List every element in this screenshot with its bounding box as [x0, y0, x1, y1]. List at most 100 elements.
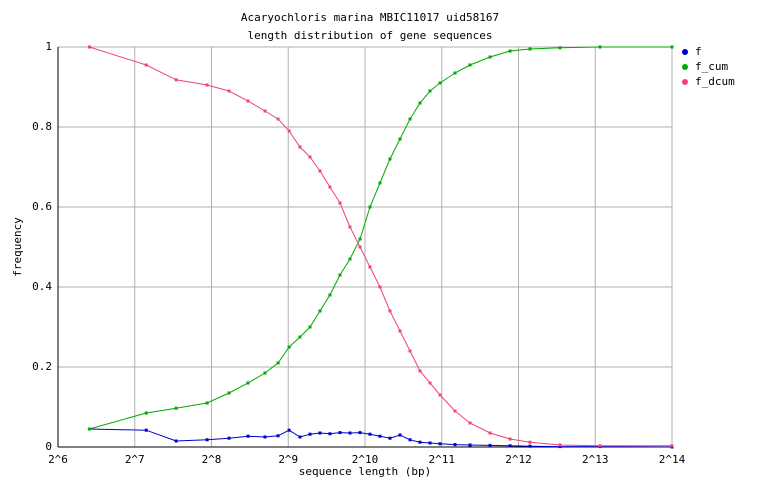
data-point	[398, 433, 402, 437]
data-point	[318, 309, 322, 313]
data-point	[408, 117, 412, 121]
data-point	[174, 78, 178, 82]
data-point	[388, 436, 392, 440]
data-point	[670, 444, 674, 448]
data-point	[276, 434, 280, 438]
data-point	[87, 427, 91, 431]
data-point	[205, 438, 209, 442]
data-point	[308, 432, 312, 436]
data-point	[328, 185, 332, 189]
data-point	[328, 293, 332, 297]
data-point	[318, 431, 322, 435]
data-point	[358, 245, 362, 249]
data-point	[418, 440, 422, 444]
data-point	[144, 428, 148, 432]
data-point	[205, 83, 209, 87]
data-point	[408, 438, 412, 442]
data-point	[227, 436, 231, 440]
data-point	[287, 129, 291, 133]
data-point	[418, 101, 422, 105]
data-point	[528, 444, 532, 448]
x-tick-label: 2^13	[582, 453, 609, 466]
data-point	[276, 117, 280, 121]
y-tick-label: 0.4	[32, 280, 52, 293]
data-point	[368, 265, 372, 269]
data-point	[378, 434, 382, 438]
x-tick-label: 2^11	[429, 453, 456, 466]
legend-marker	[682, 79, 688, 85]
series-line	[89, 46, 672, 447]
data-point	[468, 63, 472, 67]
data-point	[368, 205, 372, 209]
data-point	[348, 257, 352, 261]
data-point	[558, 445, 562, 449]
data-point	[438, 81, 442, 85]
data-point	[298, 435, 302, 439]
y-tick-label: 0.8	[32, 120, 52, 133]
legend-marker	[682, 49, 688, 55]
data-point	[263, 371, 267, 375]
data-point	[318, 169, 322, 173]
data-point	[438, 442, 442, 446]
x-tick-label: 2^7	[125, 453, 145, 466]
y-axis-label: frequency	[11, 217, 24, 277]
y-tick-label: 1	[45, 40, 52, 53]
data-point	[144, 63, 148, 67]
data-point	[287, 428, 291, 432]
legend-label: f_dcum	[695, 75, 735, 88]
data-point	[205, 401, 209, 405]
x-tick-label: 2^6	[48, 453, 68, 466]
data-point	[558, 443, 562, 447]
x-axis-label: sequence length (bp)	[299, 465, 431, 478]
data-point	[328, 432, 332, 436]
data-point	[508, 437, 512, 441]
x-tick-label: 2^14	[659, 453, 686, 466]
x-tick-label: 2^10	[352, 453, 379, 466]
data-point	[488, 431, 492, 435]
data-point	[338, 273, 342, 277]
y-tick-label: 0.2	[32, 360, 52, 373]
data-point	[227, 391, 231, 395]
data-point	[298, 145, 302, 149]
data-point	[408, 349, 412, 353]
data-point	[174, 439, 178, 443]
legend-label: f_cum	[695, 60, 728, 73]
data-point	[368, 432, 372, 436]
data-point	[528, 47, 532, 51]
data-point	[428, 441, 432, 445]
data-point	[598, 45, 602, 49]
data-point	[308, 325, 312, 329]
data-point	[87, 45, 91, 49]
data-point	[358, 431, 362, 435]
data-point	[348, 225, 352, 229]
data-point	[468, 421, 472, 425]
data-point	[263, 435, 267, 439]
data-point	[388, 157, 392, 161]
data-point	[670, 45, 674, 49]
data-point	[398, 329, 402, 333]
data-point	[508, 49, 512, 53]
data-point	[488, 55, 492, 59]
data-point	[398, 137, 402, 141]
data-point	[558, 46, 562, 50]
data-point	[528, 440, 532, 444]
data-point	[144, 411, 148, 415]
y-tick-label: 0	[45, 440, 52, 453]
legend-marker	[682, 64, 688, 70]
data-point	[246, 99, 250, 103]
data-point	[508, 444, 512, 448]
data-point	[468, 443, 472, 447]
data-point	[276, 361, 280, 365]
data-point	[287, 345, 291, 349]
x-tick-label: 2^9	[278, 453, 298, 466]
data-point	[263, 109, 267, 113]
data-point	[438, 393, 442, 397]
data-point	[428, 381, 432, 385]
chart-title: Acaryochloris marina MBIC11017 uid58167	[241, 11, 499, 24]
series-line	[89, 46, 672, 430]
data-point	[453, 409, 457, 413]
legend-label: f	[695, 45, 702, 58]
data-point	[453, 443, 457, 447]
